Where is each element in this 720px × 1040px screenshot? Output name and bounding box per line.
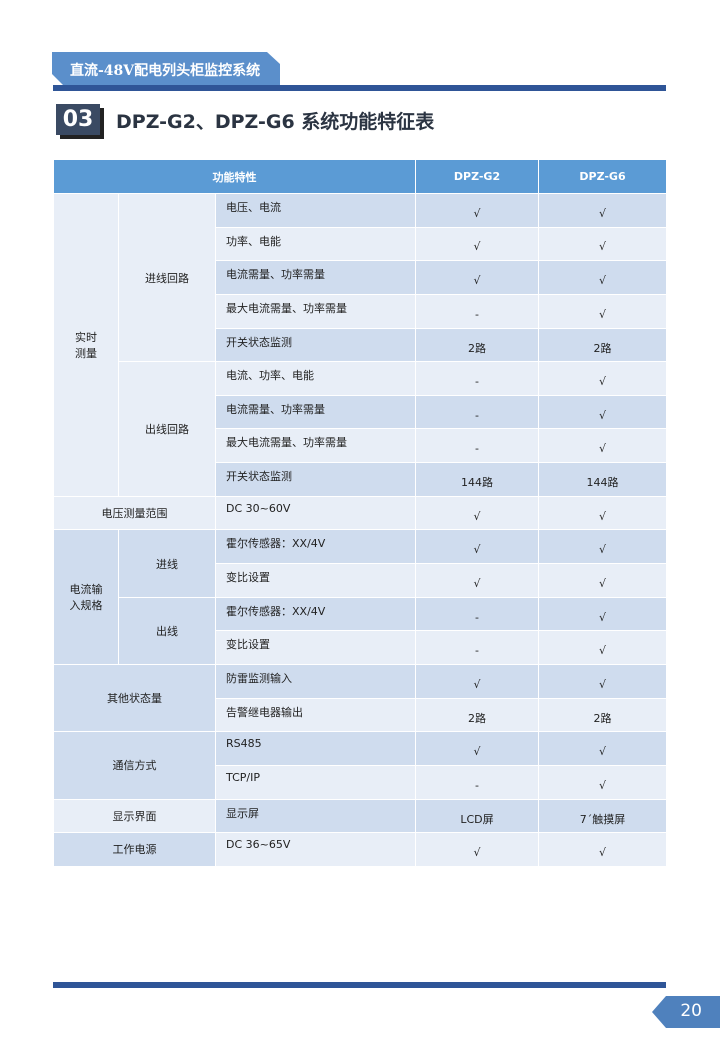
dpz-g2-value: √ xyxy=(415,193,539,228)
table-row: 最大电流需量、功率需量 - √ xyxy=(54,293,667,329)
feature-cell: 防雷监测输入 xyxy=(215,663,416,699)
table-row: TCP/IP - √ xyxy=(54,764,667,800)
feature-cell: 显示屏 xyxy=(215,798,416,834)
dpz-g2-value: √ xyxy=(415,663,539,699)
feature-cell: 变比设置 xyxy=(215,630,416,665)
dpz-g2-value: √ xyxy=(415,731,539,766)
dpz-g6-value: √ xyxy=(538,832,667,867)
subgroup-label: 进线回路 xyxy=(118,192,216,363)
feature-cell: 告警继电器输出 xyxy=(215,697,416,733)
table-row: 最大电流需量、功率需量 - √ xyxy=(54,428,667,464)
dpz-g6-value: √ xyxy=(538,293,667,329)
dpz-g6-value: √ xyxy=(538,529,667,565)
header-feature: 功能特性 xyxy=(53,159,416,194)
dpz-g2-value: - xyxy=(415,394,539,430)
dpz-g6-value: 2路 xyxy=(538,697,667,733)
header-divider xyxy=(53,85,666,91)
table-row: 其他状态量 防雷监测输入 √ √ xyxy=(53,663,667,733)
feature-cell: 霍尔传感器：XX/4V xyxy=(215,596,416,632)
feature-cell: 变比设置 xyxy=(215,563,416,598)
table-row: 工作电源 DC 36~65V √ √ xyxy=(53,832,667,867)
dpz-g6-value: √ xyxy=(538,596,667,632)
dpz-g2-value: - xyxy=(415,361,539,396)
dpz-g6-value: √ xyxy=(538,495,667,531)
feature-table: 功能特性 DPZ-G2 DPZ-G6 实时 测量 进线回路 电压、电流 √ √ 功率、电能… xyxy=(53,159,667,867)
page-number: 20 xyxy=(652,996,720,1028)
feature-cell: 电压、电流 xyxy=(215,193,416,228)
section-number: 03 xyxy=(56,104,100,135)
table-row: 变比设置 √ √ xyxy=(54,563,667,598)
group-label: 其他状态量 xyxy=(53,663,216,733)
feature-cell: 最大电流需量、功率需量 xyxy=(215,428,416,464)
header-dpz-g6: DPZ-G6 xyxy=(538,159,667,194)
table-row: 出线回路 电流、功率、电能 - √ xyxy=(54,361,667,497)
feature-cell: 开关状态监测 xyxy=(215,462,416,497)
feature-cell: 最大电流需量、功率需量 xyxy=(215,293,416,329)
subgroup-label: 出线 xyxy=(118,596,216,665)
dpz-g6-value: √ xyxy=(538,226,667,262)
feature-cell: 电流需量、功率需量 xyxy=(215,394,416,430)
dpz-g6-value: √ xyxy=(538,394,667,430)
dpz-g2-value: - xyxy=(415,293,539,329)
subgroup-label: 进线 xyxy=(118,529,216,598)
dpz-g6-value: √ xyxy=(538,731,667,766)
table-row: 告警继电器输出 2路 2路 xyxy=(54,697,667,733)
dpz-g2-value: - xyxy=(415,428,539,464)
dpz-g6-value: 2路 xyxy=(538,327,667,363)
feature-cell: 电流需量、功率需量 xyxy=(215,260,416,295)
dpz-g2-value: √ xyxy=(415,529,539,565)
dpz-g6-value: √ xyxy=(538,663,667,699)
table-row: 电流需量、功率需量 √ √ xyxy=(54,260,667,295)
dpz-g2-value: 144路 xyxy=(415,462,539,497)
dpz-g2-value: - xyxy=(415,630,539,665)
table-row: 实时 测量 进线回路 电压、电流 √ √ xyxy=(53,192,667,497)
subgroup-label: 出线回路 xyxy=(118,361,216,497)
feature-cell: 电流、功率、电能 xyxy=(215,361,416,396)
footer-divider xyxy=(53,982,666,988)
section-title: DPZ-G2、DPZ-G6 系统功能特征表 xyxy=(116,111,435,133)
header-dpz-g2: DPZ-G2 xyxy=(415,159,539,194)
feature-cell: 霍尔传感器：XX/4V xyxy=(215,529,416,565)
feature-cell: 开关状态监测 xyxy=(215,327,416,363)
group-label: 工作电源 xyxy=(53,832,216,867)
group-label: 电压测量范围 xyxy=(53,495,216,531)
feature-cell: 功率、电能 xyxy=(215,226,416,262)
dpz-g2-value: √ xyxy=(415,563,539,598)
dpz-g2-value: √ xyxy=(415,495,539,531)
dpz-g6-value: √ xyxy=(538,361,667,396)
feature-cell: DC 36~65V xyxy=(215,832,416,867)
group-label: 显示界面 xyxy=(53,798,216,834)
feature-cell: RS485 xyxy=(215,731,416,766)
dpz-g2-value: √ xyxy=(415,260,539,295)
document-title-tab: 直流-48V配电列头柜监控系统 xyxy=(52,52,280,86)
dpz-g6-value: √ xyxy=(538,630,667,665)
group-label: 实时 测量 xyxy=(53,193,119,497)
group-label: 电流输 入规格 xyxy=(53,529,119,665)
table-row: 出线 霍尔传感器：XX/4V - √ xyxy=(54,596,667,665)
dpz-g6-value: 7´触摸屏 xyxy=(538,798,667,834)
feature-cell: DC 30~60V xyxy=(215,495,416,531)
dpz-g6-value: √ xyxy=(538,764,667,800)
table-row: 通信方式 RS485 √ √ xyxy=(53,731,667,800)
group-label: 通信方式 xyxy=(53,731,216,800)
dpz-g6-value: √ xyxy=(538,193,667,228)
table-header-row: 功能特性 DPZ-G2 DPZ-G6 xyxy=(53,159,667,194)
dpz-g2-value: LCD屏 xyxy=(415,798,539,834)
dpz-g2-value: √ xyxy=(415,226,539,262)
dpz-g2-value: - xyxy=(415,764,539,800)
dpz-g6-value: 144路 xyxy=(538,462,667,497)
dpz-g2-value: - xyxy=(415,596,539,632)
feature-cell: TCP/IP xyxy=(215,764,416,800)
dpz-g6-value: √ xyxy=(538,428,667,464)
table-row: 电流输 入规格 进线 霍尔传感器：XX/4V √ √ xyxy=(53,529,667,665)
dpz-g6-value: √ xyxy=(538,563,667,598)
dpz-g2-value: √ xyxy=(415,832,539,867)
dpz-g6-value: √ xyxy=(538,260,667,295)
dpz-g2-value: 2路 xyxy=(415,327,539,363)
dpz-g2-value: 2路 xyxy=(415,697,539,733)
table-row: 电流需量、功率需量 - √ xyxy=(54,394,667,430)
table-row: 显示界面 显示屏 LCD屏 7´触摸屏 xyxy=(53,798,667,834)
table-row: 功率、电能 √ √ xyxy=(54,226,667,262)
table-row: 电压测量范围 DC 30~60V √ √ xyxy=(53,495,667,531)
